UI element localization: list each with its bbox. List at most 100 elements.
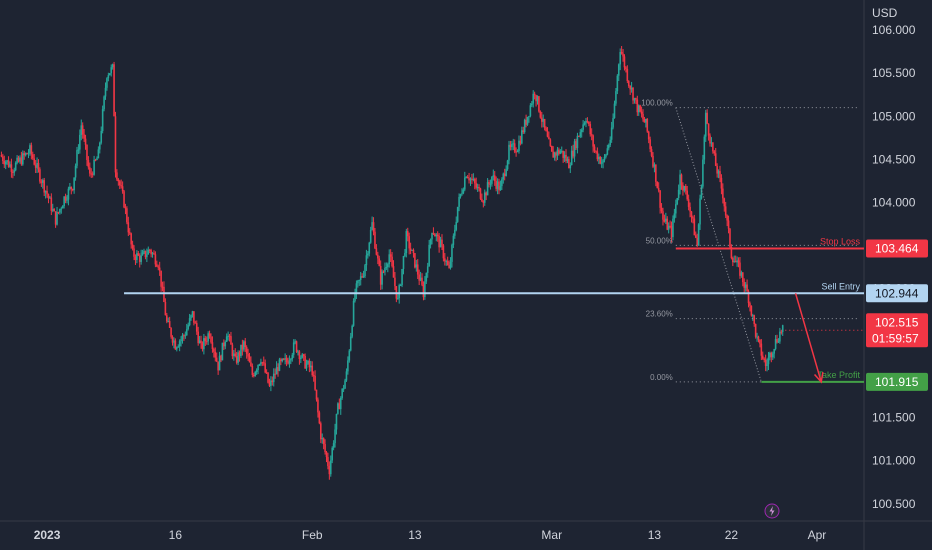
candle-body (485, 192, 487, 196)
candle-body (707, 123, 710, 136)
candle-body (391, 256, 393, 267)
candle-body (463, 177, 466, 190)
candle-body (672, 218, 674, 238)
candle-body (726, 215, 728, 221)
candle-body (324, 444, 326, 453)
candle-body (57, 212, 60, 214)
price-badge[interactable] (866, 372, 928, 391)
candle-body (637, 105, 640, 113)
candle-body (185, 329, 188, 336)
candle-body (329, 460, 332, 475)
candle-body (195, 323, 198, 332)
candle-body (341, 388, 343, 398)
time-tick-label: 22 (725, 528, 739, 542)
price-badge[interactable] (866, 313, 928, 348)
candle-body (228, 335, 231, 337)
candle-body (387, 264, 389, 267)
candle-body (776, 339, 778, 343)
candle-body (462, 189, 465, 194)
candle-body (180, 339, 182, 342)
candle-body (687, 199, 690, 207)
candle-body (610, 127, 613, 140)
time-axis[interactable]: 2023 16 Feb 13 Mar 13 22 Apr (34, 528, 827, 542)
candles-group (0, 46, 784, 480)
candle-body (40, 181, 43, 183)
candle-body (328, 466, 331, 475)
candle-body (515, 151, 517, 153)
candle-body (60, 208, 63, 210)
candle-body (217, 361, 219, 371)
candle-body (505, 169, 507, 176)
candle-body (332, 443, 335, 448)
candle-body (384, 267, 386, 272)
candle-body (506, 160, 509, 170)
candle-body (140, 255, 142, 262)
candle-body (110, 67, 113, 74)
candle-body (627, 81, 630, 86)
price-axis[interactable]: 106.000105.500105.000104.500104.000103.0… (872, 23, 916, 511)
candle-body (348, 350, 351, 361)
candle-body (358, 279, 361, 281)
candle-body (86, 144, 88, 161)
candle-body (270, 380, 272, 386)
candle-body (24, 153, 27, 156)
candle-body (452, 235, 455, 245)
alert-icon[interactable] (764, 503, 780, 519)
candle-body (170, 327, 172, 337)
candle-body (39, 169, 41, 182)
time-tick-label: Apr (808, 528, 827, 542)
candle-body (364, 265, 366, 277)
candle-body (89, 167, 91, 174)
candle-body (210, 336, 212, 343)
candle-body (190, 315, 192, 319)
candle-body (722, 188, 724, 199)
candle-body (76, 150, 78, 166)
price-badge[interactable] (866, 239, 928, 258)
candle-body (663, 219, 666, 222)
candle-body (260, 362, 262, 365)
candle-body (419, 277, 422, 281)
candle-body (87, 160, 90, 168)
candle-body (377, 254, 379, 259)
candle-body (669, 225, 671, 227)
candle-body (300, 357, 302, 360)
candle-body (438, 235, 440, 248)
candle-body (667, 225, 670, 230)
candle-body (439, 239, 442, 248)
candle-body (761, 355, 764, 359)
candle-body (197, 331, 199, 344)
candle-body (6, 160, 8, 162)
candle-body (472, 179, 475, 181)
candle-body (218, 355, 221, 371)
price-badge[interactable] (866, 284, 928, 303)
candle-body (532, 93, 535, 104)
candle-body (704, 112, 707, 137)
candle-body (493, 175, 496, 182)
candle-body (552, 151, 554, 158)
candle-body (555, 152, 557, 156)
candle-body (426, 266, 429, 273)
projection-arrow-shaft[interactable] (794, 293, 822, 383)
candle-body (282, 358, 285, 360)
candle-body (720, 177, 723, 189)
candle-body (471, 178, 473, 180)
candle-body (455, 221, 458, 230)
candle-body (771, 353, 774, 358)
candle-body (700, 186, 703, 199)
candle-body (404, 253, 406, 256)
candle-body (27, 153, 30, 155)
candle-body (673, 213, 676, 219)
candle-body (188, 318, 191, 326)
candle-body (230, 336, 232, 345)
candle-body (525, 119, 527, 125)
price-badge-value: 101.915 (875, 375, 919, 389)
candle-body (572, 150, 574, 157)
candle-body (355, 283, 358, 294)
candle-body (590, 134, 593, 136)
candle-body (56, 212, 58, 225)
price-badge-value: 102.515 (875, 315, 919, 329)
candle-body (744, 284, 747, 288)
candle-body (354, 293, 356, 301)
